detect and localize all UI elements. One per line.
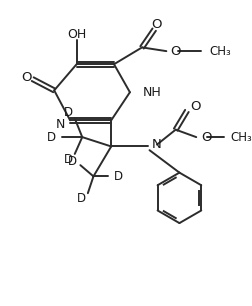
Text: D: D <box>64 153 73 166</box>
Text: O: O <box>151 17 161 31</box>
Text: O: O <box>191 100 201 113</box>
Text: O: O <box>21 71 32 84</box>
Text: O: O <box>170 45 181 58</box>
Text: D: D <box>77 192 86 205</box>
Text: D: D <box>64 106 73 119</box>
Text: O: O <box>201 131 211 144</box>
Text: D: D <box>68 155 77 168</box>
Text: CH₃: CH₃ <box>209 45 231 58</box>
Text: CH₃: CH₃ <box>230 131 252 144</box>
Text: N: N <box>151 138 161 151</box>
Text: D: D <box>114 170 123 183</box>
Text: D: D <box>47 131 56 144</box>
Text: N: N <box>56 118 66 131</box>
Text: OH: OH <box>67 28 86 41</box>
Text: NH: NH <box>143 86 162 99</box>
